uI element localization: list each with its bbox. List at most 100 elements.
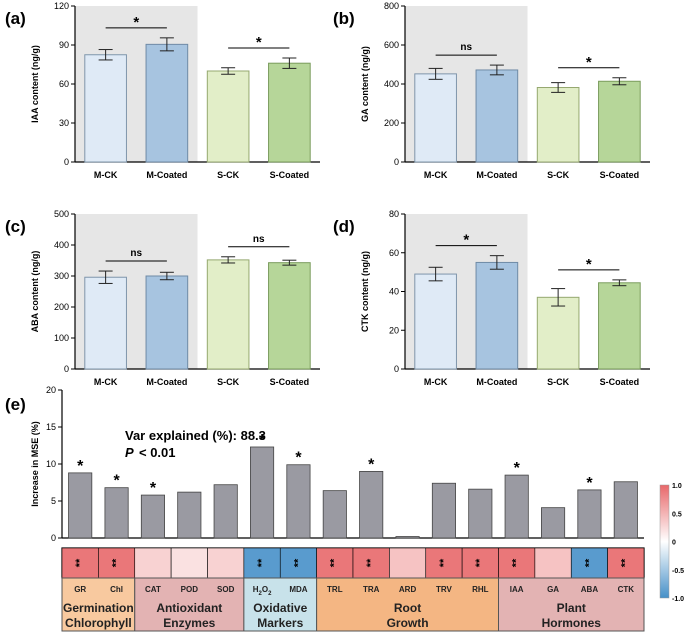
y-tick-label: 0 (394, 157, 399, 167)
heatmap-significance: ** (583, 558, 595, 567)
bar (145, 43, 189, 163)
bar (84, 276, 127, 370)
category-label: TRA (363, 585, 380, 594)
y-tick-label: 120 (54, 1, 69, 11)
mse-bar (431, 482, 456, 539)
x-tick-label: S-Coated (270, 170, 310, 180)
heatmap-significance: ** (74, 558, 86, 567)
y-tick-label: 200 (54, 302, 69, 312)
y-tick-label: 600 (384, 40, 399, 50)
mse-bar (577, 489, 602, 539)
x-tick-label: S-Coated (600, 377, 640, 387)
mse-bar (213, 484, 238, 539)
mse-bar (395, 536, 420, 539)
group-label: Markers (257, 616, 303, 630)
group-label: Oxidative (253, 601, 307, 615)
mse-bar (177, 491, 202, 539)
mse-bar (322, 490, 347, 539)
group-box (316, 577, 499, 632)
bar (206, 70, 250, 163)
category-label: GR (74, 585, 86, 594)
y-tick-label: 500 (54, 209, 69, 219)
mse-bar (613, 481, 638, 539)
category-label: RHL (472, 585, 489, 594)
panel-label: (e) (5, 395, 26, 414)
significance-label: * (256, 34, 262, 51)
heatmap-cell (607, 547, 645, 579)
heatmap-significance: ** (292, 558, 304, 567)
group-label: Antioxidant (156, 601, 222, 615)
heatmap-significance: ** (329, 558, 341, 567)
y-tick-label: 20 (389, 325, 399, 335)
x-tick-label: M-CK (424, 170, 448, 180)
y-tick-label: 400 (54, 240, 69, 250)
heatmap-cell (243, 547, 281, 579)
y-axis-label: ABA content (ng/g) (30, 251, 40, 333)
heatmap-cell (461, 547, 499, 579)
group-label: Root (394, 601, 421, 615)
category-label: GA (547, 585, 559, 594)
heatmap-cell (425, 547, 463, 579)
category-label: CAT (145, 585, 161, 594)
x-tick-label: M-CK (94, 377, 118, 387)
bar (145, 275, 189, 370)
y-tick-label: 80 (389, 209, 399, 219)
heatmap-significance: ** (438, 558, 450, 567)
bar (84, 54, 127, 163)
significance-label: * (463, 232, 469, 249)
group-label: Hormones (542, 616, 602, 630)
x-tick-label: S-CK (217, 377, 239, 387)
group-label: Chlorophyll (65, 616, 132, 630)
mse-bar (286, 464, 311, 539)
y-tick-label: 60 (59, 79, 69, 89)
bar (598, 282, 641, 370)
heatmap-significance: ** (365, 558, 377, 567)
category-label: SOD (217, 585, 235, 594)
significance-label: * (586, 54, 592, 71)
bar (536, 296, 580, 370)
x-tick-label: S-CK (547, 170, 569, 180)
panel-label: (a) (5, 9, 26, 28)
heatmap-significance: ** (511, 558, 523, 567)
colorbar-tick-label: -1.0 (672, 596, 684, 603)
y-tick-label: 0 (64, 364, 69, 374)
x-tick-label: S-Coated (600, 170, 640, 180)
colorbar-tick-label: 0 (672, 540, 676, 547)
heatmap-cell (389, 547, 427, 579)
colorbar-tick-label: -0.5 (672, 568, 684, 575)
significance-label: ns (253, 234, 265, 245)
p-value-annotation: < 0.01 (139, 445, 176, 460)
x-tick-label: S-CK (217, 170, 239, 180)
category-label: H2O2 (253, 585, 272, 597)
heatmap-significance: ** (620, 558, 632, 567)
y-tick-label: 800 (384, 1, 399, 11)
y-tick-label: 40 (389, 287, 399, 297)
x-tick-label: M-Coated (146, 377, 187, 387)
significance-star: * (259, 432, 266, 449)
group-label: Enzymes (163, 616, 215, 630)
y-tick-label: 20 (46, 385, 56, 395)
y-tick-label: 0 (64, 157, 69, 167)
y-tick-label: 400 (384, 79, 399, 89)
heatmap-cell (207, 547, 245, 579)
colorbar (659, 484, 670, 599)
group-label: Plant (557, 601, 586, 615)
x-tick-label: M-Coated (476, 170, 517, 180)
significance-star: * (77, 458, 84, 475)
group-label: Growth (387, 616, 429, 630)
mse-bar (504, 474, 529, 539)
significance-label: ns (460, 42, 472, 53)
category-label: TRL (327, 585, 343, 594)
bar (414, 273, 457, 370)
mse-bar (541, 507, 566, 539)
colorbar-tick-label: 0.5 (672, 511, 682, 518)
bar (206, 259, 250, 370)
y-tick-label: 100 (54, 333, 69, 343)
significance-label: ns (130, 248, 142, 259)
heatmap-significance: ** (110, 558, 122, 567)
category-label: ARD (399, 585, 417, 594)
heatmap-cell (534, 547, 572, 579)
mse-bar (468, 488, 493, 539)
bar (475, 69, 519, 163)
